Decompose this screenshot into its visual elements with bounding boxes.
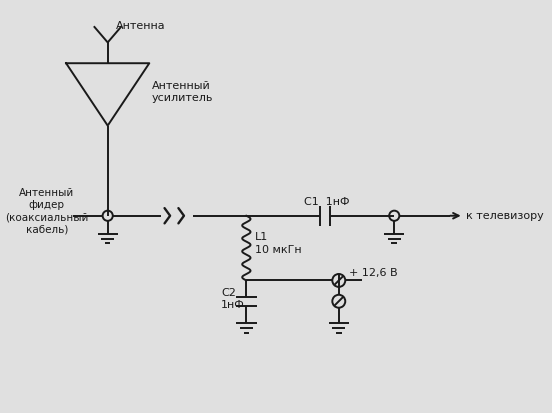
Text: к телевизору: к телевизору — [466, 211, 544, 221]
Text: Антенный
фидер
(коаксиальный
кабель): Антенный фидер (коаксиальный кабель) — [5, 188, 88, 235]
Text: Антенна: Антенна — [116, 21, 166, 31]
Text: L1
10 мкГн: L1 10 мкГн — [254, 232, 301, 255]
Text: C2
1нФ: C2 1нФ — [221, 288, 245, 310]
Text: C1  1нФ: C1 1нФ — [304, 197, 349, 207]
Text: + 12,6 В: + 12,6 В — [349, 268, 397, 278]
Text: Антенный
усилитель: Антенный усилитель — [152, 81, 213, 103]
